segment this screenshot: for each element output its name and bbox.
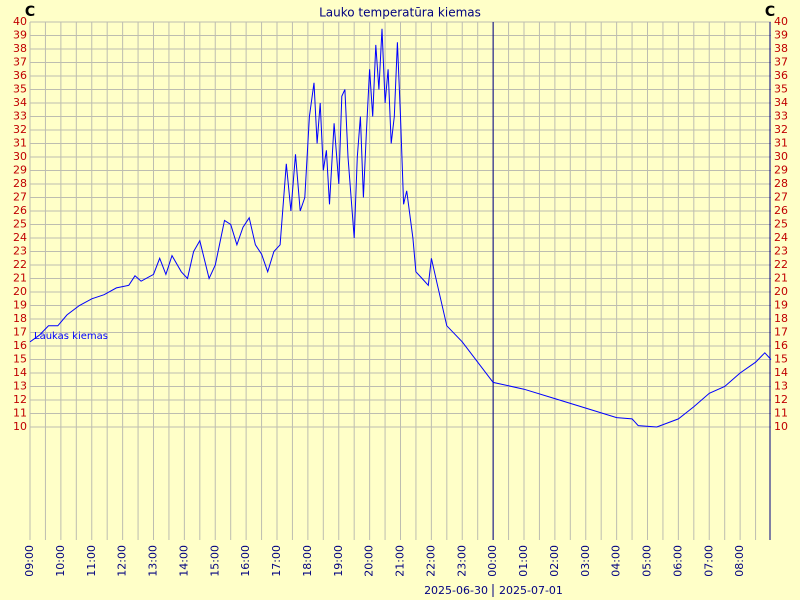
y2-tick-label: 11 (774, 407, 788, 420)
y-tick-label: 35 (13, 83, 27, 96)
y2-tick-label: 21 (774, 272, 788, 285)
y-tick-label: 12 (13, 393, 27, 406)
x-tick-label: 08:00 (733, 545, 746, 577)
y2-tick-label: 10 (774, 420, 788, 433)
x-tick-label: 19:00 (332, 545, 345, 577)
legend-label: Laukas kiemas (34, 331, 108, 342)
y-tick-label: 24 (13, 231, 27, 244)
y-tick-label: 11 (13, 407, 27, 420)
y-tick-label: 38 (13, 42, 27, 55)
y-tick-label: 14 (13, 366, 27, 379)
y2-tick-label: 20 (774, 285, 788, 298)
y-tick-label: 18 (13, 312, 27, 325)
y2-tick-label: 26 (774, 204, 788, 217)
x-tick-label: 07:00 (702, 545, 715, 577)
y-tick-label: 33 (13, 110, 27, 123)
x-tick-label: 16:00 (239, 545, 252, 577)
x-tick-label: 00:00 (486, 545, 499, 577)
x-tick-label: 15:00 (208, 545, 221, 577)
y-tick-label: 13 (13, 380, 27, 393)
y-tick-label: 20 (13, 285, 27, 298)
date-label: 2025-07-01 (499, 584, 563, 597)
y-unit: C (25, 4, 35, 20)
y-tick-label: 19 (13, 299, 27, 312)
x-tick-label: 21:00 (394, 545, 407, 577)
y-tick-label: 34 (13, 96, 27, 109)
y-tick-label: 15 (13, 353, 27, 366)
date-label: 2025-06-30 (424, 584, 488, 597)
y-tick-label: 29 (13, 164, 27, 177)
x-tick-label: 17:00 (270, 545, 283, 577)
y2-tick-label: 16 (774, 339, 788, 352)
y2-tick-label: 40 (774, 15, 788, 28)
x-tick-label: 01:00 (517, 545, 530, 577)
y2-tick-label: 22 (774, 258, 788, 271)
y2-tick-label: 28 (774, 177, 788, 190)
y-tick-label: 39 (13, 29, 27, 42)
y2-tick-label: 30 (774, 150, 788, 163)
y2-tick-label: 14 (774, 366, 788, 379)
y2-tick-label: 25 (774, 218, 788, 231)
y-tick-label: 17 (13, 326, 27, 339)
data-line (29, 28, 772, 428)
y2-tick-label: 37 (774, 56, 788, 69)
y2-tick-label: 35 (774, 83, 788, 96)
y-tick-label: 36 (13, 69, 27, 82)
x-tick-label: 10:00 (54, 545, 67, 577)
x-tick-label: 06:00 (671, 545, 684, 577)
y-tick-label: 10 (13, 420, 27, 433)
y-tick-label: 37 (13, 56, 27, 69)
x-tick-label: 23:00 (455, 545, 468, 577)
y2-tick-label: 31 (774, 137, 788, 150)
y-tick-label: 26 (13, 204, 27, 217)
x-tick-label: 04:00 (610, 545, 623, 577)
y-tick-label: 25 (13, 218, 27, 231)
y2-tick-label: 33 (774, 110, 788, 123)
y-tick-label: 22 (13, 258, 27, 271)
y2-unit: C (765, 4, 775, 20)
x-tick-label: 05:00 (641, 545, 654, 577)
x-tick-label: 11:00 (85, 545, 98, 577)
y2-tick-label: 32 (774, 123, 788, 136)
x-tick-label: 18:00 (301, 545, 314, 577)
x-tick-label: 02:00 (548, 545, 561, 577)
y2-tick-label: 23 (774, 245, 788, 258)
y2-tick-label: 29 (774, 164, 788, 177)
y2-tick-label: 24 (774, 231, 788, 244)
y2-tick-label: 17 (774, 326, 788, 339)
y2-tick-label: 27 (774, 191, 788, 204)
y2-tick-label: 12 (774, 393, 788, 406)
x-tick-label: 12:00 (116, 545, 129, 577)
x-tick-label: 20:00 (363, 545, 376, 577)
y-tick-label: 30 (13, 150, 27, 163)
y2-tick-label: 39 (774, 29, 788, 42)
y2-tick-label: 36 (774, 69, 788, 82)
y2-tick-label: 18 (774, 312, 788, 325)
x-tick-label: 09:00 (23, 545, 36, 577)
y2-tick-label: 34 (774, 96, 788, 109)
y-tick-label: 16 (13, 339, 27, 352)
y-tick-label: 32 (13, 123, 27, 136)
chart-title: Lauko temperatūra kiemas (319, 6, 481, 20)
y-tick-label: 40 (13, 15, 27, 28)
y-tick-label: 21 (13, 272, 27, 285)
y2-tick-label: 19 (774, 299, 788, 312)
y-tick-label: 23 (13, 245, 27, 258)
y2-tick-label: 38 (774, 42, 788, 55)
y-tick-label: 31 (13, 137, 27, 150)
y2-tick-label: 15 (774, 353, 788, 366)
x-tick-label: 03:00 (579, 545, 592, 577)
y-tick-label: 28 (13, 177, 27, 190)
x-tick-label: 22:00 (424, 545, 437, 577)
x-tick-label: 14:00 (177, 545, 190, 577)
y2-tick-label: 13 (774, 380, 788, 393)
y-tick-label: 27 (13, 191, 27, 204)
x-tick-label: 13:00 (147, 545, 160, 577)
